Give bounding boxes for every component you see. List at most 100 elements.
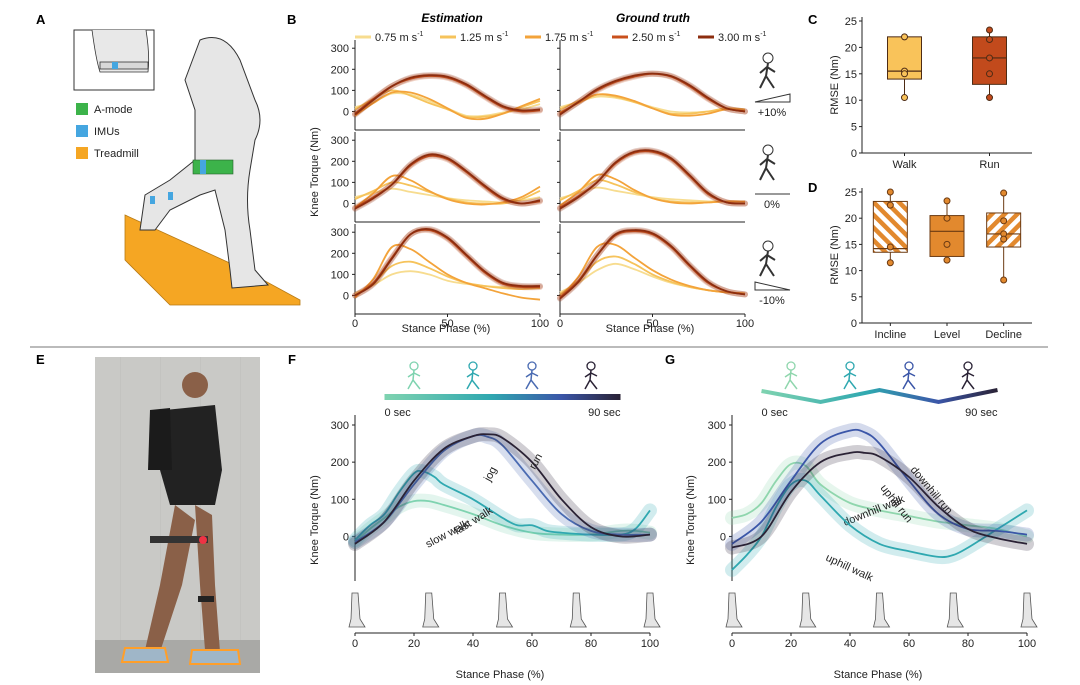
f-line-2 xyxy=(354,434,651,543)
c-point-1-2 xyxy=(986,54,993,62)
f-activity-head-3 xyxy=(586,361,596,371)
b-r2-gt-line-4 xyxy=(559,229,746,300)
c-ytick-label-15: 15 xyxy=(845,69,857,81)
g-ylabel: Knee Torque (Nm) xyxy=(685,475,697,565)
panel-a-legend: A-mode IMUs Treadmill xyxy=(76,103,139,160)
b-walker-head-2 xyxy=(762,240,774,252)
b-walker-body-2 xyxy=(759,250,776,277)
c-point-1-3 xyxy=(986,70,993,78)
waist-inset-body xyxy=(91,29,150,73)
b-r1-est-line-4 xyxy=(354,153,541,210)
b-ramp-down xyxy=(754,281,791,291)
b-ramp-up xyxy=(754,93,791,103)
b-r1-est-line-1 xyxy=(354,181,541,205)
c-xtick-label-0: Walk xyxy=(892,159,917,171)
f-time-start: 0 sec xyxy=(385,407,412,419)
g-leg-icon-3 xyxy=(946,592,964,628)
panel-a-illustration xyxy=(73,29,301,306)
b-legend-label-0: 0.75 m s-1 xyxy=(375,31,424,44)
b-r0-est-line-4 xyxy=(354,74,541,116)
f-activity-body-3 xyxy=(584,369,598,390)
legend-a-label-0: A-mode xyxy=(94,104,133,116)
panel-letter-d: D xyxy=(808,180,817,195)
g-ytick-label-300: 300 xyxy=(708,420,726,432)
g-xtick-label-20: 20 xyxy=(785,638,797,650)
d-ytick-label-10: 10 xyxy=(845,266,857,278)
b-r1-est-ytick-label-300: 300 xyxy=(331,135,349,147)
c-point-0-2 xyxy=(901,70,908,78)
g-activity-body-3 xyxy=(961,369,975,390)
d-ytick-label-25: 25 xyxy=(845,187,857,199)
f-xtick-label-20: 20 xyxy=(408,638,420,650)
c-point-0-3 xyxy=(901,94,908,102)
shank-imu-icon xyxy=(150,196,155,204)
f-time-end: 90 sec xyxy=(588,407,621,419)
f-ytick-label-300: 300 xyxy=(331,420,349,432)
g-ytick-label-0: 0 xyxy=(720,531,726,543)
b-r2-est-line-4 xyxy=(354,228,541,297)
b-r1-est-ytick-label-0: 0 xyxy=(343,198,349,210)
b-r2-est-ytick-label-300: 300 xyxy=(331,227,349,239)
b-r2-est-xtick-label-0: 0 xyxy=(352,318,358,330)
c-point-1-1 xyxy=(986,35,993,43)
f-leg-icon-1 xyxy=(422,592,440,628)
c-ylabel: RMSE (Nm) xyxy=(829,55,841,114)
d-ytick-label-0: 0 xyxy=(851,318,857,330)
f-activity-head-2 xyxy=(527,361,537,371)
f-xlabel: Stance Phase (%) xyxy=(456,669,545,681)
g-time-start: 0 sec xyxy=(762,407,789,419)
d-xtick-label-2: Decline xyxy=(985,329,1022,341)
f-line-0 xyxy=(354,499,651,543)
panel-e-photo xyxy=(95,357,260,673)
b-r1-gt-line-2 xyxy=(559,173,746,207)
b-r0-est-line-2 xyxy=(354,90,541,121)
panel-letter-b: B xyxy=(287,12,296,27)
f-xtick-label-60: 60 xyxy=(526,638,538,650)
b-legend-label-4: 3.00 m s-1 xyxy=(718,31,767,44)
person-head xyxy=(182,372,208,398)
g-activity-head-0 xyxy=(786,361,796,371)
b-condition-label-2: -10% xyxy=(759,295,785,307)
b-xlabel-left: Stance Phase (%) xyxy=(402,323,491,335)
b-r0-est-ytick-label-300: 300 xyxy=(331,43,349,55)
b-r1-gt-line-4 xyxy=(559,149,746,210)
f-activity-body-0 xyxy=(407,369,421,390)
b-condition-label-0: +10% xyxy=(758,107,787,119)
panel-letter-f: F xyxy=(288,352,296,367)
b-r2-gt-xtick-label-100: 100 xyxy=(736,318,754,330)
f-activity-head-0 xyxy=(409,361,419,371)
g-xtick-label-60: 60 xyxy=(903,638,915,650)
person-torso xyxy=(160,405,222,505)
d-point-2-0 xyxy=(1000,189,1008,197)
d-point-0-2 xyxy=(886,243,894,251)
legend-a-swatch-1 xyxy=(76,125,88,137)
b-r1-est-ytick-label-200: 200 xyxy=(331,156,349,168)
f-ylabel: Knee Torque (Nm) xyxy=(309,475,321,565)
f-activity-head-1 xyxy=(468,361,478,371)
f-leg-icon-3 xyxy=(569,592,587,628)
g-leg-icon-0 xyxy=(725,592,743,628)
g-time-bar xyxy=(761,387,998,405)
d-xtick-label-1: Level xyxy=(934,329,960,341)
c-point-1-4 xyxy=(986,94,993,102)
d-ytick-label-15: 15 xyxy=(845,239,857,251)
g-leg-icon-4 xyxy=(1020,592,1038,628)
c-point-0-0 xyxy=(901,33,908,41)
g-xlabel: Stance Phase (%) xyxy=(834,669,923,681)
legend-a-label-2: Treadmill xyxy=(94,148,139,160)
b-r2-est-xtick-label-50: 50 xyxy=(441,318,453,330)
f-ytick-label-200: 200 xyxy=(331,457,349,469)
d-point-2-3 xyxy=(1000,235,1008,243)
b-condition-label-1: 0% xyxy=(764,199,780,211)
c-ytick-label-5: 5 xyxy=(851,122,857,134)
person-shank-band xyxy=(198,596,214,602)
c-ytick-label-10: 10 xyxy=(845,95,857,107)
b-r0-est-ytick-label-200: 200 xyxy=(331,64,349,76)
b-r2-est-ytick-label-0: 0 xyxy=(343,290,349,302)
g-line-1 xyxy=(731,479,1028,571)
f-xtick-label-100: 100 xyxy=(641,638,659,650)
b-r0-gt-line-2 xyxy=(559,93,746,117)
f-xtick-label-80: 80 xyxy=(585,638,597,650)
b-xlabel-right: Stance Phase (%) xyxy=(606,323,695,335)
